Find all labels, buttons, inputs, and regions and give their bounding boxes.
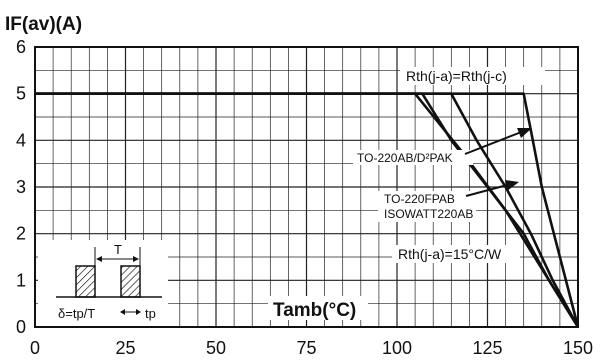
x-tick-label: 125 (472, 338, 502, 358)
duty-cycle-label: δ=tp/T (58, 306, 95, 321)
arrow-to220ab (464, 130, 525, 155)
label-to220ab: TO-220AB/D²PAK (357, 151, 453, 165)
period-arrowhead-right (133, 256, 139, 262)
label-box-to220fpab (378, 191, 476, 222)
pulse-1 (75, 265, 96, 298)
label-isowatt: ISOWATT220AB (384, 207, 473, 221)
y-tick-label: 0 (16, 317, 26, 337)
y-tick-label: 5 (16, 84, 26, 104)
label-rth15: Rth(j-a)=15°C/W (398, 246, 502, 262)
label-to220fpab: TO-220FPAB (384, 192, 455, 206)
period-label: T (114, 242, 122, 257)
x-tick-label: 150 (563, 338, 593, 358)
series-line-4 (35, 92, 580, 328)
x-tick-label: 0 (30, 338, 40, 358)
x-tick-label: 50 (206, 338, 226, 358)
inset-background (38, 240, 168, 332)
pulse-width-label: tp (145, 306, 156, 321)
arrowhead-to220fpab (505, 180, 519, 191)
arrowhead-to220ab (517, 128, 532, 138)
tp-arrowhead-left (120, 309, 125, 315)
x-axis-label: Tamb(°C) (273, 300, 356, 321)
y-tick-label: 6 (16, 37, 26, 57)
y-tick-label: 1 (16, 270, 26, 290)
pulse-inset: T δ=tp/T tp (38, 240, 168, 332)
series-lines (35, 92, 580, 328)
label-rth-jc: Rth(j-a)=Rth(j-c) (406, 68, 507, 84)
tp-arrowhead-right (136, 309, 141, 315)
series-line-2 (35, 92, 580, 328)
axis-ticks: 0 25 50 75 100 125 150 0 1 2 3 4 5 6 (16, 37, 593, 358)
x-tick-label: 25 (115, 338, 135, 358)
label-box-rth15 (392, 245, 520, 263)
chart-title: IF(av)(A) (5, 14, 82, 35)
plot-frame (34, 46, 579, 328)
x-tick-label: 100 (382, 338, 412, 358)
x-tick-label: 75 (296, 338, 316, 358)
pulse-2 (120, 265, 141, 298)
y-tick-label: 2 (16, 224, 26, 244)
y-tick-label: 3 (16, 177, 26, 197)
label-box-to220ab (353, 150, 473, 165)
xlabel-box (268, 296, 368, 320)
label-box-rth-jc (400, 67, 545, 85)
arrow-to220fpab (465, 183, 512, 197)
period-arrowhead-left (96, 256, 102, 262)
y-tick-label: 4 (16, 130, 26, 150)
